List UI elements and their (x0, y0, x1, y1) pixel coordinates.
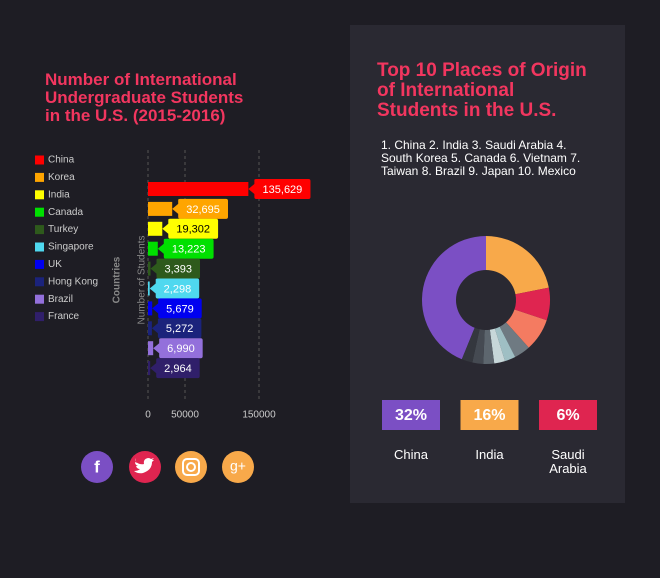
data-label: 19,302 (176, 224, 210, 236)
x-tick-label: 50000 (171, 410, 199, 421)
donut-slice (461, 327, 480, 363)
data-label-box (162, 218, 219, 239)
legend-label: Canada (48, 207, 83, 218)
donut-slice (486, 236, 549, 295)
chart-title: Top 10 Places of Origin (377, 60, 587, 81)
donut-slice (514, 287, 550, 321)
donut-slice (489, 328, 505, 364)
legend-swatch (35, 259, 44, 269)
bar (148, 182, 249, 196)
legend-label: Hong Kong (48, 276, 98, 287)
chart-title: Undergraduate Students (45, 88, 244, 107)
data-label-box (151, 318, 202, 339)
x-tick-label: 0 (145, 410, 151, 421)
data-label: 32,695 (186, 204, 220, 216)
bar (148, 321, 152, 336)
data-label: 2,964 (164, 363, 192, 375)
data-label: 5,679 (166, 303, 194, 315)
bar (148, 221, 163, 236)
bar (148, 301, 153, 316)
instagram-button[interactable] (175, 451, 207, 483)
legend-label: India (48, 189, 70, 200)
donut-slice (494, 326, 516, 362)
data-label: 135,629 (263, 184, 303, 196)
highlight-box (460, 400, 519, 430)
legend-label: UK (48, 259, 62, 270)
data-label-box (172, 198, 228, 219)
legend-swatch (35, 155, 44, 165)
donut-slice (472, 329, 485, 364)
x-axis-title: Number of Students (137, 236, 148, 325)
origin-list: 1. China 2. India 3. Saudi Arabia 4. (381, 138, 567, 152)
legend-swatch (35, 242, 44, 252)
bar (148, 201, 173, 216)
highlight-name: Saudi Arabia (549, 447, 587, 476)
bar (148, 341, 154, 356)
origin-list: Taiwan 8. Brazil 9. Japan 10. Mexico (381, 164, 576, 178)
bar (148, 281, 150, 296)
highlight-value: 16% (473, 407, 505, 424)
highlight-name: India (475, 447, 504, 462)
data-label-box (149, 278, 200, 299)
data-label-box (150, 258, 201, 279)
data-label: 6,990 (167, 343, 195, 355)
chart-title: in the U.S. (2015-2016) (45, 106, 226, 125)
highlight-box (382, 400, 440, 430)
instagram-icon (182, 458, 200, 476)
google-plus-button[interactable] (222, 451, 254, 483)
facebook-icon: f (94, 457, 100, 476)
data-label-box (153, 338, 203, 359)
instagram-lens (186, 462, 196, 472)
data-label-box (152, 298, 202, 319)
data-label-box (150, 358, 200, 379)
highlight-name: China (394, 447, 428, 462)
data-label: 3,393 (164, 264, 192, 276)
legend-swatch (35, 225, 44, 235)
highlight-value: 6% (556, 407, 579, 424)
legend-label: Singapore (48, 242, 94, 253)
bar (148, 241, 158, 256)
facebook-button[interactable] (81, 451, 113, 483)
donut-slice (506, 309, 547, 348)
bar (148, 261, 151, 276)
data-label-box (157, 238, 214, 259)
donut-slice (483, 329, 495, 364)
y-axis-title: Countries (112, 256, 123, 303)
legend-swatch (35, 172, 44, 182)
legend-swatch (35, 294, 44, 304)
twitter-icon (134, 458, 154, 474)
legend-label: Turkey (48, 224, 78, 235)
chart-title: Number of International (45, 70, 237, 89)
legend-swatch (35, 277, 44, 287)
data-label: 2,298 (164, 283, 192, 295)
donut-slice (422, 236, 486, 360)
legend-label: China (48, 155, 75, 166)
data-label: 5,272 (166, 323, 194, 335)
legend-label: Korea (48, 172, 75, 183)
origin-list: South Korea 5. Canada 6. Vietnam 7. (381, 151, 581, 165)
data-label-box (248, 179, 311, 199)
chart-title: of International (377, 80, 515, 101)
donut-slice (499, 322, 529, 357)
google-plus-icon: g+ (230, 458, 246, 474)
legend-label: France (48, 311, 80, 322)
data-label: 13,223 (172, 244, 206, 256)
x-tick-label: 150000 (242, 410, 276, 421)
chart-title: Students in the U.S. (377, 100, 557, 121)
highlight-box (539, 400, 597, 430)
legend-swatch (35, 207, 44, 217)
legend-swatch (35, 312, 44, 322)
legend-swatch (35, 190, 44, 200)
highlight-value: 32% (395, 407, 427, 424)
bar (148, 361, 151, 376)
legend-label: Brazil (48, 294, 73, 305)
